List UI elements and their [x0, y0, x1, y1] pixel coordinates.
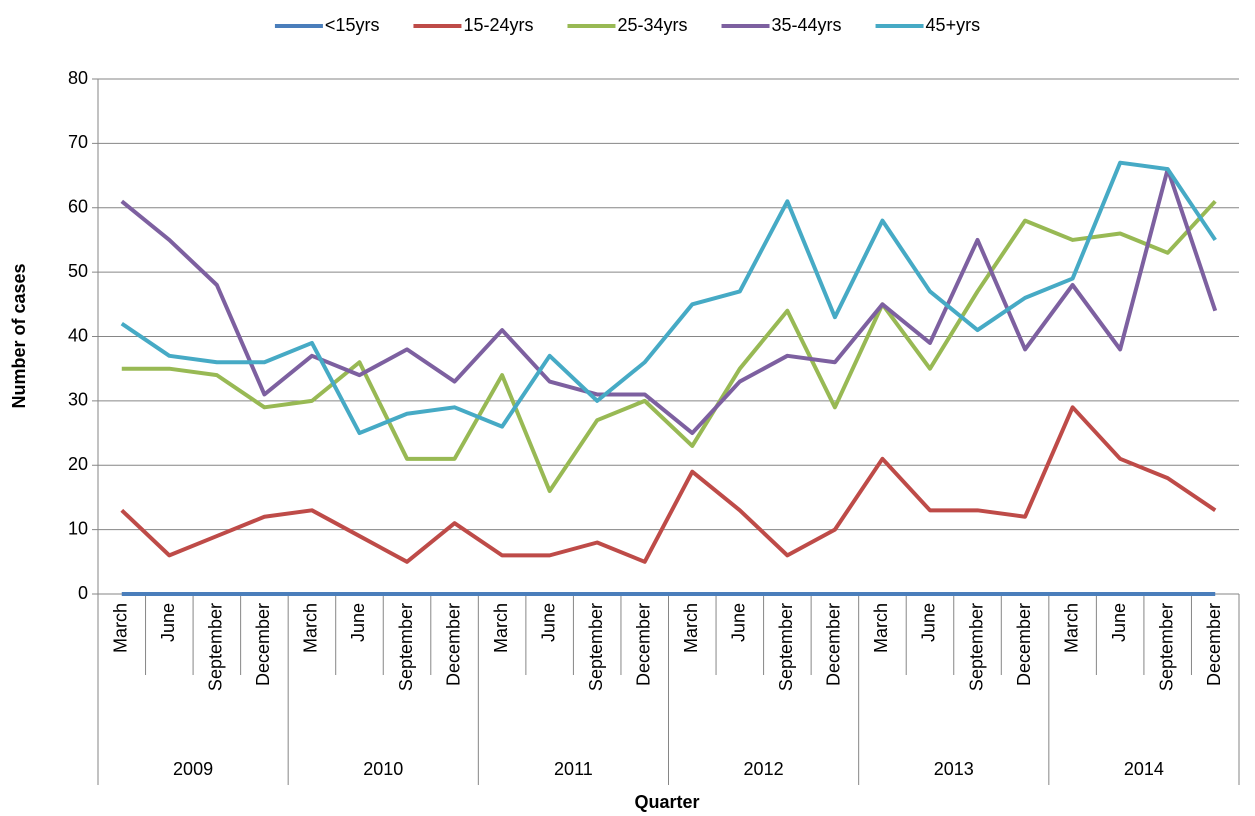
x-tick-label: December	[1014, 603, 1034, 686]
legend-label: <15yrs	[325, 15, 380, 35]
group-label: 2014	[1124, 759, 1164, 779]
group-label: 2012	[744, 759, 784, 779]
x-axis-title: Quarter	[634, 792, 699, 812]
series-line	[120, 160, 1217, 436]
x-tick-label: September	[1156, 603, 1176, 691]
series-line	[120, 167, 1218, 436]
x-tick-label: June	[538, 603, 558, 642]
group-label: 2011	[554, 759, 593, 779]
legend-label: 35-44yrs	[772, 15, 842, 35]
y-tick-label: 20	[68, 454, 88, 474]
x-tick-label: September	[966, 603, 986, 691]
y-tick-label: 10	[68, 518, 88, 538]
x-tick-label: September	[586, 603, 606, 691]
x-tick-label: September	[776, 603, 796, 691]
series-line	[121, 199, 1217, 493]
group-label: 2010	[363, 759, 403, 779]
x-tick-label: December	[443, 603, 463, 686]
y-tick-label: 60	[68, 197, 88, 217]
y-tick-label: 80	[68, 68, 88, 88]
x-tick-label: December	[824, 603, 844, 686]
y-tick-label: 30	[68, 390, 88, 410]
x-tick-label: June	[348, 603, 368, 642]
x-tick-label: March	[681, 603, 701, 653]
x-tick-label: September	[206, 603, 226, 691]
x-tick-label: March	[301, 603, 321, 653]
y-tick-label: 70	[68, 132, 88, 152]
x-tick-label: March	[871, 603, 891, 653]
x-tick-label: June	[158, 603, 178, 642]
x-tick-label: December	[253, 603, 273, 686]
x-tick-label: June	[919, 603, 939, 642]
x-tick-label: December	[633, 603, 653, 686]
x-tick-label: June	[729, 603, 749, 642]
x-tick-label: March	[1061, 603, 1081, 653]
x-tick-label: March	[491, 603, 511, 653]
y-axis-title: Number of cases	[9, 263, 29, 408]
x-tick-label: December	[1204, 603, 1224, 686]
series-line	[120, 405, 1217, 564]
legend-label: 15-24yrs	[463, 15, 533, 35]
group-label: 2009	[173, 759, 213, 779]
legend-label: 25-34yrs	[617, 15, 687, 35]
y-tick-label: 50	[68, 261, 88, 281]
y-tick-label: 40	[68, 325, 88, 345]
x-tick-label: September	[396, 603, 416, 691]
y-tick-label: 0	[78, 583, 88, 603]
legend-label: 45+yrs	[926, 15, 981, 35]
x-tick-label: March	[111, 603, 131, 653]
group-label: 2013	[934, 759, 974, 779]
x-tick-label: June	[1109, 603, 1129, 642]
